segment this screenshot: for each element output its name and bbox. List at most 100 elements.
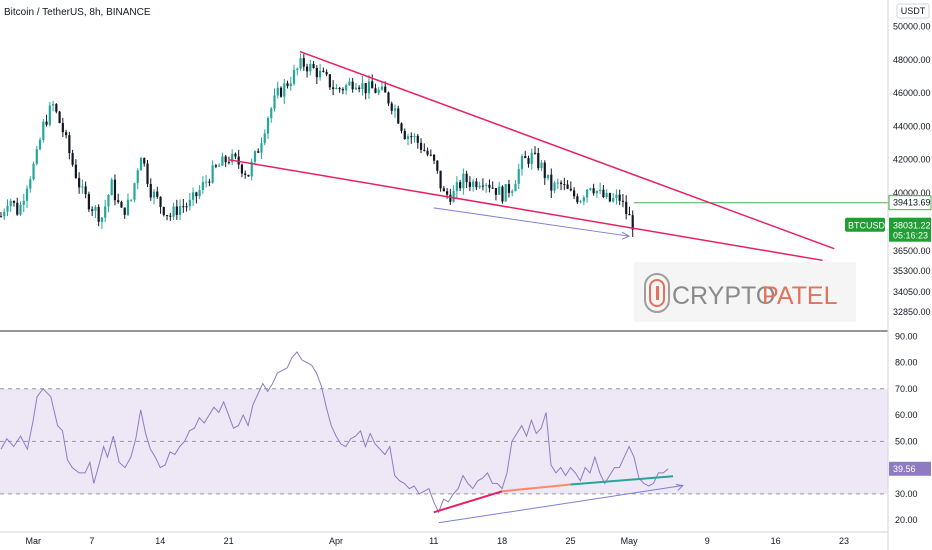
candle[interactable]: [214, 164, 217, 169]
candle[interactable]: [192, 187, 195, 207]
candle[interactable]: [439, 170, 442, 192]
candle[interactable]: [517, 163, 520, 190]
candle[interactable]: [618, 189, 621, 206]
candle[interactable]: [172, 202, 175, 220]
candle[interactable]: [602, 185, 605, 199]
candle[interactable]: [175, 199, 178, 220]
candle[interactable]: [296, 67, 299, 76]
candle[interactable]: [130, 199, 133, 202]
price-axis[interactable]: 50000.00 48000.00 46000.00 44000.00 42000.00…: [893, 22, 931, 317]
candle[interactable]: [348, 77, 351, 86]
candle[interactable]: [400, 122, 403, 134]
candle[interactable]: [475, 178, 478, 191]
candle[interactable]: [195, 191, 198, 204]
upper-trendline[interactable]: [299, 50, 835, 250]
candle[interactable]: [292, 64, 296, 86]
candle[interactable]: [305, 63, 309, 78]
candle[interactable]: [612, 193, 615, 203]
candle[interactable]: [358, 85, 361, 93]
candle[interactable]: [146, 159, 149, 188]
candle[interactable]: [540, 160, 543, 172]
candle[interactable]: [143, 157, 146, 167]
candle[interactable]: [478, 181, 481, 190]
currency-badge[interactable]: USDT: [896, 3, 930, 19]
time-axis[interactable]: Mar 7 14 21 Apr 11 18 25 May 9 16 23: [25, 536, 849, 546]
candle[interactable]: [110, 177, 113, 196]
candle[interactable]: [472, 178, 475, 192]
candle[interactable]: [136, 168, 139, 190]
candle[interactable]: [345, 83, 348, 95]
candle[interactable]: [582, 195, 585, 205]
candle[interactable]: [178, 199, 182, 221]
candle[interactable]: [543, 160, 546, 185]
candle[interactable]: [104, 199, 107, 223]
candle[interactable]: [595, 190, 598, 198]
rsi-trendlines[interactable]: [433, 475, 684, 524]
candle[interactable]: [312, 61, 315, 69]
candle[interactable]: [58, 110, 61, 124]
candle[interactable]: [16, 197, 19, 216]
candle[interactable]: [205, 175, 208, 188]
candle[interactable]: [218, 163, 221, 167]
candle[interactable]: [511, 189, 514, 197]
candlestick-series[interactable]: [0, 53, 634, 237]
candle[interactable]: [107, 194, 110, 213]
candle[interactable]: [302, 54, 305, 71]
candle[interactable]: [55, 103, 58, 114]
candle[interactable]: [504, 183, 507, 202]
candle[interactable]: [283, 78, 286, 104]
price-divergence[interactable]: [433, 207, 630, 237]
candle[interactable]: [100, 216, 104, 230]
candle[interactable]: [406, 133, 410, 146]
candle[interactable]: [234, 152, 237, 160]
candle[interactable]: [165, 214, 169, 221]
candle[interactable]: [514, 180, 517, 192]
candle[interactable]: [9, 198, 12, 212]
candle[interactable]: [74, 159, 77, 179]
rsi-support-3[interactable]: [570, 475, 674, 486]
candle[interactable]: [563, 177, 566, 191]
candle[interactable]: [257, 148, 260, 153]
candle[interactable]: [615, 189, 618, 205]
candle[interactable]: [253, 150, 257, 165]
candle[interactable]: [341, 87, 344, 95]
lower-trendline[interactable]: [228, 158, 823, 262]
candle[interactable]: [156, 186, 159, 199]
candle[interactable]: [592, 183, 595, 196]
candle[interactable]: [524, 150, 527, 159]
candle[interactable]: [419, 138, 423, 154]
candle[interactable]: [553, 181, 556, 194]
candle[interactable]: [123, 207, 126, 219]
candle[interactable]: [152, 189, 156, 205]
candle[interactable]: [351, 77, 354, 93]
candle[interactable]: [361, 75, 364, 96]
candle[interactable]: [260, 137, 263, 160]
candle[interactable]: [276, 81, 279, 99]
candle[interactable]: [38, 137, 42, 151]
candle[interactable]: [452, 185, 455, 203]
candle[interactable]: [78, 172, 81, 194]
candle[interactable]: [537, 147, 540, 171]
candle[interactable]: [48, 102, 51, 127]
candle[interactable]: [354, 82, 358, 91]
candle[interactable]: [335, 83, 338, 90]
candle[interactable]: [576, 193, 579, 205]
candle[interactable]: [432, 154, 436, 165]
candle[interactable]: [403, 128, 406, 140]
candle[interactable]: [586, 189, 589, 203]
rsi-support-2[interactable]: [502, 483, 571, 493]
candle[interactable]: [367, 75, 371, 99]
price-trendlines[interactable]: [228, 50, 835, 262]
candle[interactable]: [455, 176, 458, 199]
candle[interactable]: [481, 178, 485, 191]
candle[interactable]: [126, 193, 130, 216]
candle[interactable]: [22, 193, 25, 213]
candle[interactable]: [413, 133, 416, 143]
candle[interactable]: [270, 106, 273, 123]
candle[interactable]: [117, 193, 120, 204]
candle[interactable]: [579, 200, 582, 204]
candle[interactable]: [631, 210, 634, 237]
candle[interactable]: [572, 187, 576, 200]
candle[interactable]: [498, 181, 501, 195]
